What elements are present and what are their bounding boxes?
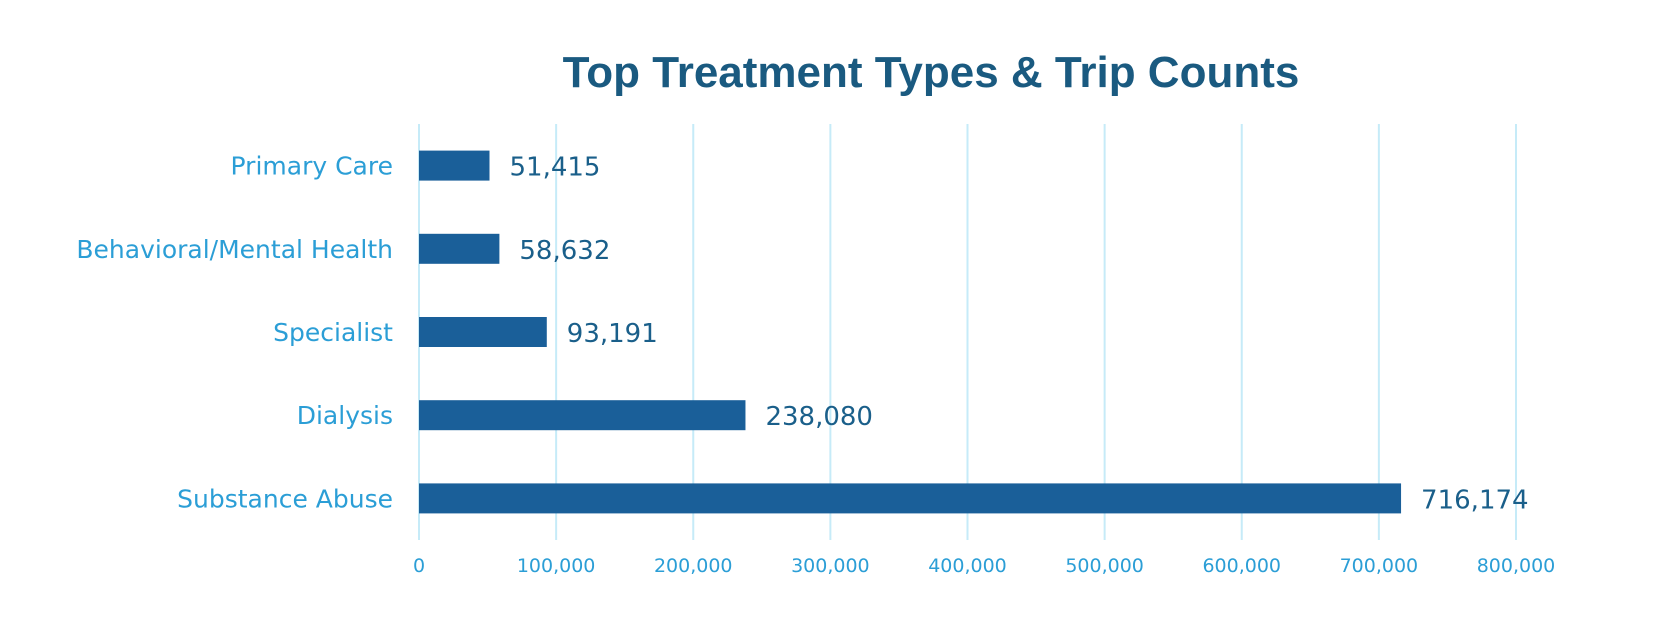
value-labels: 51,415 58,632 93,191 238,080 716,174: [510, 153, 1529, 516]
category-label: Primary Care: [231, 152, 393, 181]
category-label: Specialist: [273, 318, 393, 347]
bar: [419, 150, 490, 181]
category-label: Substance Abuse: [177, 484, 393, 513]
category-label: Dialysis: [297, 401, 393, 430]
x-tick-label: 100,000: [517, 555, 596, 577]
category-label: Behavioral/Mental Health: [76, 235, 393, 264]
grid-lines: [418, 124, 1517, 540]
x-axis-tick-labels: 0 100,000 200,000 300,000 400,000 500,000 600,…: [413, 555, 1555, 577]
x-tick-label: 0: [413, 555, 425, 577]
category-labels: Primary Care Behavioral/Mental Health Spec…: [76, 152, 393, 514]
data-label: 93,191: [567, 319, 658, 349]
chart-title: Top Treatment Types & Trip Counts: [563, 48, 1300, 97]
x-tick-label: 300,000: [791, 555, 870, 577]
x-tick-label: 200,000: [654, 555, 733, 577]
bar: [419, 233, 500, 264]
x-tick-label: 700,000: [1340, 555, 1419, 577]
x-tick-label: 600,000: [1202, 555, 1281, 577]
bar: [419, 317, 547, 347]
data-label: 238,080: [765, 402, 873, 432]
data-label: 716,174: [1421, 485, 1529, 515]
x-tick-label: 400,000: [928, 555, 1007, 577]
x-tick-label: 800,000: [1477, 555, 1556, 577]
data-label: 58,632: [519, 236, 610, 266]
bars: [419, 150, 1402, 514]
bar: [419, 400, 746, 431]
data-label: 51,415: [510, 153, 601, 183]
bar: [419, 483, 1402, 514]
x-tick-label: 500,000: [1065, 555, 1144, 577]
